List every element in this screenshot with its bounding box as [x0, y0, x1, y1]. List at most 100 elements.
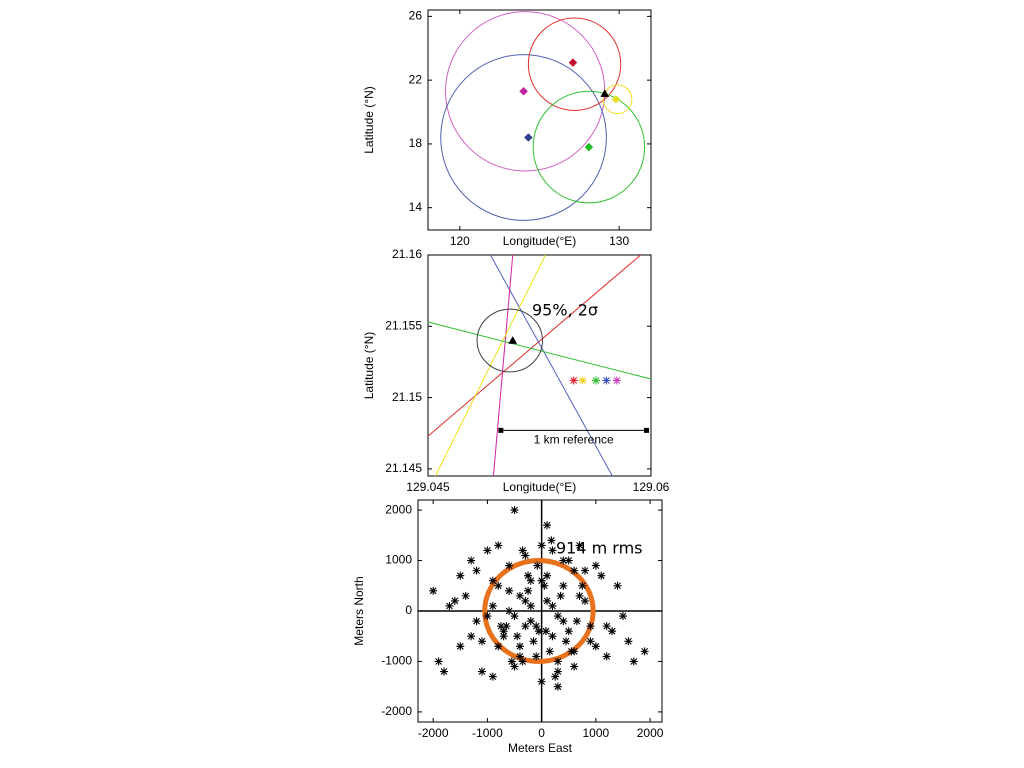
y-tick-label: 21.145	[385, 461, 422, 475]
point	[505, 586, 514, 595]
point	[559, 617, 568, 626]
point	[543, 571, 552, 580]
range-circle	[476, 308, 543, 373]
point	[578, 376, 587, 385]
annotation: 95%, 2σ	[532, 301, 598, 320]
point	[488, 601, 497, 610]
x-tick-label: 129.045	[406, 480, 450, 494]
point	[591, 376, 600, 385]
point	[540, 581, 549, 590]
point	[429, 586, 438, 595]
reference-end	[644, 427, 650, 433]
point	[597, 571, 606, 580]
point	[553, 667, 562, 676]
y-axis-label: Meters North	[352, 576, 366, 645]
y-tick-label: 18	[409, 136, 423, 150]
point	[510, 506, 519, 515]
range-line	[427, 321, 652, 380]
y-tick-label: 14	[409, 200, 423, 214]
point	[568, 58, 578, 67]
point	[507, 657, 516, 666]
point	[548, 601, 557, 610]
point	[518, 546, 527, 555]
x-axis-label: Longitude(°E)	[503, 480, 577, 494]
point	[547, 536, 556, 545]
range-circle	[532, 90, 646, 204]
point	[611, 94, 621, 104]
point	[534, 627, 543, 636]
point	[613, 581, 622, 590]
point	[499, 632, 508, 641]
y-axis-label: Latitude (°N)	[362, 332, 376, 400]
point	[541, 627, 550, 636]
point	[533, 561, 542, 570]
point	[518, 657, 527, 666]
point	[581, 596, 590, 605]
point	[608, 627, 617, 636]
range-circle	[482, 558, 596, 664]
point	[559, 556, 568, 565]
point	[510, 612, 519, 621]
point	[562, 637, 571, 646]
point	[553, 657, 562, 666]
x-axis-label: Meters East	[508, 741, 573, 755]
point	[570, 662, 579, 671]
reference-end	[498, 427, 504, 433]
point	[591, 561, 600, 570]
point	[543, 596, 552, 605]
x-tick-label: 0	[538, 726, 545, 740]
point	[494, 642, 503, 651]
point	[505, 561, 514, 570]
point	[488, 576, 497, 585]
point	[450, 596, 459, 605]
point	[513, 632, 522, 641]
point	[519, 86, 528, 96]
y-tick-label: 2000	[385, 502, 412, 516]
point	[524, 586, 533, 595]
point	[570, 566, 579, 575]
point	[640, 647, 649, 656]
point	[434, 657, 443, 666]
point	[483, 546, 492, 555]
point	[586, 637, 595, 646]
x-tick-label: 130	[609, 234, 629, 248]
y-tick-label: 21.155	[385, 318, 422, 332]
range-line	[490, 254, 613, 477]
point	[612, 376, 621, 385]
point	[502, 622, 511, 631]
point	[526, 576, 535, 585]
x-tick-label: 129.06	[633, 480, 670, 494]
point	[532, 622, 541, 631]
point	[494, 581, 503, 590]
point	[499, 627, 508, 636]
x-tick-label: 120	[450, 234, 470, 248]
x-tick-label: 2000	[637, 726, 664, 740]
point	[456, 642, 465, 651]
point	[532, 652, 541, 661]
point	[510, 662, 519, 671]
point	[515, 591, 524, 600]
point	[477, 637, 486, 646]
y-tick-label: -2000	[381, 704, 412, 718]
range-line	[492, 254, 514, 477]
point	[521, 622, 530, 631]
point	[553, 612, 562, 621]
point	[543, 521, 552, 530]
point	[567, 647, 576, 656]
point	[526, 617, 535, 626]
point	[467, 632, 476, 641]
point	[467, 556, 476, 565]
point	[440, 667, 449, 676]
point	[564, 627, 573, 636]
y-tick-label: 22	[409, 72, 423, 86]
range-circle	[440, 54, 607, 221]
point	[602, 652, 611, 661]
point	[618, 612, 627, 621]
point	[461, 591, 470, 600]
point	[524, 571, 533, 580]
point	[572, 617, 581, 626]
point	[505, 607, 514, 615]
point	[523, 133, 533, 142]
point	[545, 647, 554, 656]
